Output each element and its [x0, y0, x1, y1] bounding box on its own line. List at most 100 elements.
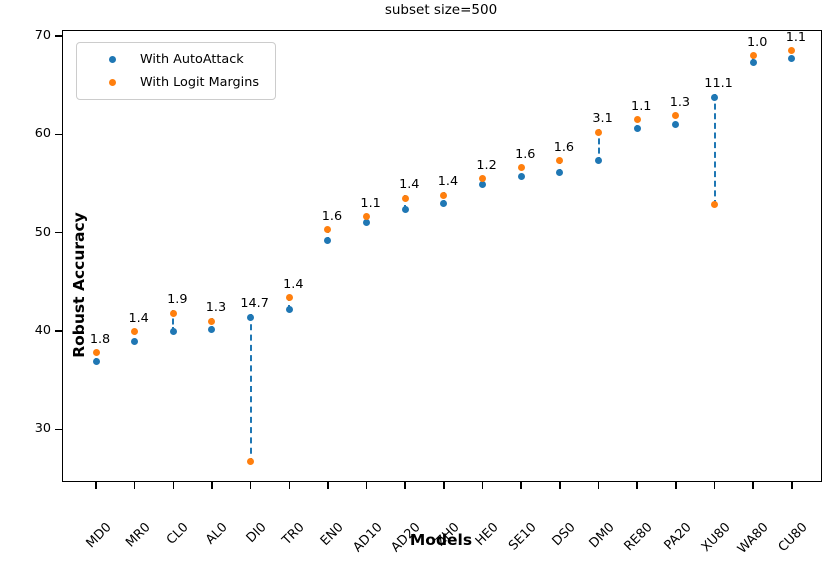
data-point-logit-margins: [633, 116, 641, 124]
x-tick: [752, 482, 754, 489]
x-tick: [172, 482, 175, 489]
data-point-logit-margins: [595, 128, 603, 136]
data-point-logit-margins: [247, 458, 255, 466]
data-point-autoattack: [169, 327, 177, 335]
diff-label: 1.1: [785, 29, 807, 45]
data-point-logit-margins: [479, 175, 487, 183]
x-tick: [636, 482, 639, 489]
data-point-autoattack: [517, 173, 525, 181]
connector-line: [520, 164, 523, 179]
data-point-autoattack: [711, 93, 719, 101]
data-point-autoattack: [92, 357, 100, 365]
y-tick: [55, 330, 62, 332]
diff-label: 3.1: [592, 111, 613, 127]
plot-area: Robust Accuracy With AutoAttack With Log…: [35, 28, 822, 557]
diff-label: 1.1: [631, 98, 652, 114]
x-tick: [95, 482, 97, 489]
data-point-logit-margins: [556, 157, 564, 165]
data-point-logit-margins: [517, 164, 525, 172]
data-point-autoattack: [440, 199, 448, 207]
data-point-autoattack: [672, 121, 680, 129]
legend-item-logit-margins: With Logit Margins: [91, 75, 259, 90]
y-tick: [55, 428, 62, 431]
y-tick-label: 40: [34, 323, 51, 338]
connector-line: [288, 294, 291, 312]
data-point-autoattack: [285, 305, 293, 313]
data-point-logit-margins: [401, 194, 409, 202]
connector-line: [674, 112, 677, 127]
data-point-autoattack: [131, 338, 139, 346]
x-tick: [443, 482, 445, 489]
legend: With AutoAttack With Logit Margins: [76, 42, 276, 100]
data-point-logit-margins: [440, 191, 448, 199]
x-tick: [791, 482, 793, 489]
connector-line: [558, 157, 561, 175]
x-tick: [365, 482, 368, 489]
diff-label: 1.4: [399, 177, 420, 193]
data-point-autoattack: [401, 205, 409, 213]
diff-label: 1.4: [283, 276, 304, 292]
legend-item-autoattack: With AutoAttack: [91, 52, 259, 67]
y-tick-label: 30: [34, 421, 51, 437]
diff-label: 1.2: [476, 157, 497, 173]
connector-line: [133, 328, 136, 344]
diff-label: 1.6: [553, 139, 575, 155]
data-point-logit-margins: [788, 47, 796, 55]
diff-label: 1.3: [205, 300, 227, 316]
legend-label-autoattack: With AutoAttack: [140, 52, 244, 67]
data-point-logit-margins: [324, 226, 332, 234]
y-tick-label: 60: [34, 126, 51, 142]
diff-label: 1.9: [167, 292, 188, 308]
diff-label: 1.0: [747, 34, 768, 50]
y-tick-label: 50: [34, 224, 51, 240]
data-point-autoattack: [788, 55, 796, 63]
diff-label: 1.4: [128, 310, 149, 326]
data-point-autoattack: [247, 313, 255, 321]
diff-label: 14.7: [240, 296, 269, 312]
connector-line: [95, 349, 97, 364]
x-tick: [211, 482, 213, 489]
x-tick: [404, 482, 407, 489]
x-tick: [327, 482, 329, 489]
data-point-autoattack: [749, 59, 757, 67]
data-point-logit-margins: [131, 328, 139, 336]
diff-label: 11.1: [704, 76, 733, 92]
x-tick: [288, 482, 291, 489]
x-axis-label: Models: [409, 531, 473, 549]
diff-label: 1.3: [669, 94, 691, 110]
legend-label-logit-margins: With Logit Margins: [140, 75, 259, 90]
data-point-logit-margins: [711, 200, 719, 208]
logit-margins-marker-icon: [109, 79, 116, 86]
data-point-autoattack: [363, 219, 371, 227]
diff-label: 1.6: [515, 146, 536, 162]
y-tick: [55, 35, 62, 37]
connector-line: [326, 226, 329, 243]
data-point-logit-margins: [169, 309, 177, 317]
diff-label: 1.8: [89, 331, 111, 347]
data-point-logit-margins: [92, 349, 100, 357]
chart-title: subset size=500: [384, 2, 498, 18]
x-tick: [713, 482, 716, 489]
connector-line: [172, 310, 175, 333]
data-point-autoattack: [324, 237, 332, 245]
data-point-autoattack: [633, 125, 641, 132]
data-point-autoattack: [479, 181, 487, 189]
data-point-autoattack: [556, 169, 564, 177]
x-tick: [249, 482, 252, 489]
data-point-autoattack: [595, 157, 603, 165]
data-point-logit-margins: [749, 52, 757, 60]
autoattack-marker-icon: [109, 56, 116, 63]
diff-label: 1.4: [437, 174, 459, 190]
connector-line: [636, 116, 639, 131]
connector-line: [713, 94, 716, 207]
data-point-logit-margins: [363, 213, 371, 221]
data-point-logit-margins: [285, 294, 293, 302]
diff-label: 1.6: [321, 208, 343, 224]
connector-line: [790, 47, 793, 61]
connector-line: [404, 195, 407, 212]
y-axis-label: Robust Accuracy: [70, 212, 88, 358]
connector-line: [597, 129, 600, 163]
x-tick: [520, 482, 523, 489]
connector-line: [249, 314, 252, 464]
data-point-autoattack: [208, 325, 216, 333]
